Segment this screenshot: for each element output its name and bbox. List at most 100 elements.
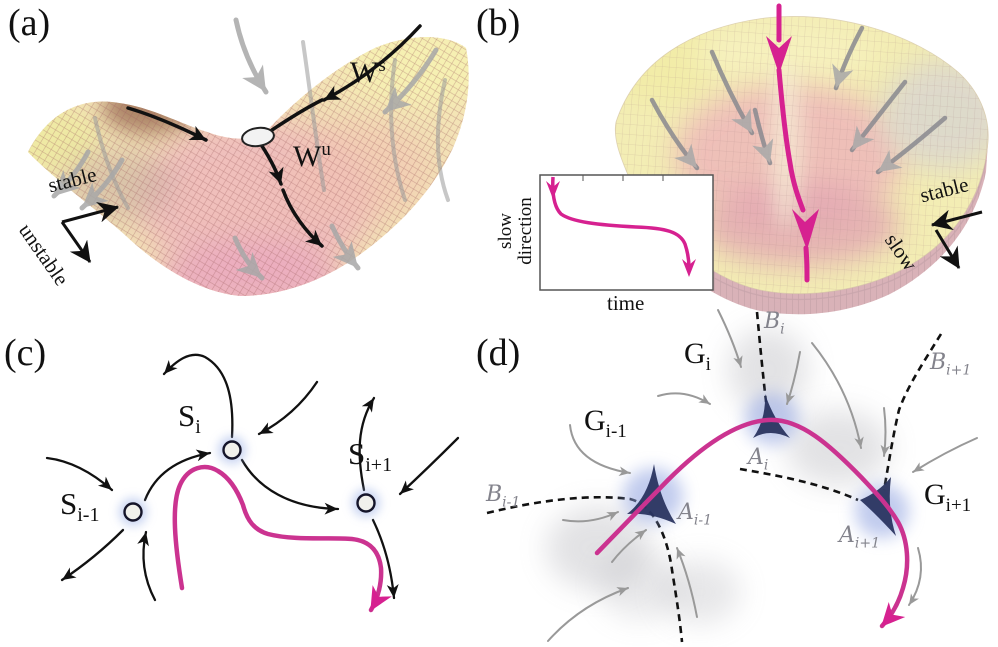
- flow-arrow: [569, 424, 631, 477]
- b-set-label-prev: Bi-1: [486, 482, 521, 511]
- slow-axis-arrow: [934, 229, 961, 269]
- saddle-node-s-next: [356, 493, 376, 513]
- arrow-s-i-to-s-next: [240, 458, 340, 515]
- b-set-base: B: [486, 482, 503, 507]
- unstable-manifold-base: W: [293, 140, 322, 173]
- a-set-region-i: [753, 394, 790, 438]
- stable-manifold-curve-left: [126, 106, 208, 142]
- unstable-manifold-label: Wu: [293, 140, 331, 172]
- boundary-b-next: [882, 333, 943, 491]
- basin-shading: [546, 328, 890, 624]
- a-set-sub: i: [763, 457, 769, 474]
- panel-b-valley-surface: [539, 3, 989, 315]
- flow-arrow: [709, 49, 755, 136]
- boundary-lower: [739, 467, 859, 502]
- flow-arrow: [912, 437, 978, 473]
- axis-legend-a-arrows: [60, 202, 120, 263]
- saddle-base: S: [60, 486, 78, 521]
- flow-arrow: [611, 529, 647, 563]
- flow-arrow: [832, 25, 865, 91]
- inset-ylabel: slow direction: [495, 197, 536, 265]
- unstable-axis-arrow: [60, 221, 92, 263]
- ghost-sub: i+1: [945, 495, 972, 516]
- flow-arrow: [329, 223, 361, 271]
- panel-c-tag: (c): [4, 332, 47, 374]
- surface-a-flow-arrows: [51, 17, 439, 281]
- flow-arrow: [232, 235, 265, 281]
- flow-arrow: [811, 342, 864, 449]
- b-set-label-next: Bi+1: [930, 350, 972, 379]
- panel-a-tag: (a): [8, 2, 51, 44]
- flow-arrow: [880, 407, 891, 457]
- b-set-sub: i-1: [502, 494, 521, 511]
- inset-xlabel: time: [607, 291, 645, 315]
- inset-frame: [539, 174, 714, 291]
- a-set-base: A: [678, 500, 694, 525]
- arrow-into-s-next: [398, 436, 460, 496]
- flow-arrow: [51, 149, 91, 199]
- trajectory-arrowhead: [766, 36, 792, 74]
- unstable-manifold-sup: u: [321, 139, 331, 160]
- a-set-base: A: [839, 523, 855, 548]
- ghost-label-g-prev: Gi-1: [584, 404, 627, 442]
- ghost-base: G: [924, 478, 946, 511]
- saddle-label-s-i: Si: [178, 400, 201, 437]
- flow-arrow: [785, 351, 801, 405]
- basin-flow-arrows: [547, 309, 978, 642]
- a-set-sub: i+1: [854, 535, 881, 552]
- panel-b-tag: (b): [476, 2, 521, 44]
- panel-d-ghost-channel: [486, 309, 978, 643]
- ghost-trajectory-c: [172, 464, 392, 613]
- unstable-manifold-curve: [260, 144, 284, 186]
- a-set-sub: i-1: [693, 512, 713, 529]
- stable-manifold-base: W: [350, 56, 379, 89]
- arrow-into-s-i: [257, 380, 319, 436]
- panel-c-saddle-network: [45, 353, 460, 613]
- stable-manifold-sup: s: [378, 55, 386, 76]
- flow-arrow: [547, 587, 629, 642]
- flow-arrow: [562, 511, 619, 523]
- ghost-sub: i-1: [605, 421, 627, 442]
- flow-arrow: [752, 107, 774, 166]
- b-set-sub: i+1: [946, 362, 972, 379]
- stable-axis-arrow: [930, 209, 983, 231]
- saddle-label-s-prev: Si-1: [60, 488, 99, 525]
- flow-arrow: [649, 97, 700, 171]
- saddle-sub: i-1: [77, 504, 100, 527]
- a-set-region-next: [860, 477, 896, 536]
- a-set-label-i: Ai: [748, 445, 769, 474]
- ghost-trajectory-d: [594, 417, 910, 629]
- arrow-out-s-prev: [60, 528, 125, 582]
- boundary-b-prev: [486, 495, 684, 643]
- flow-arrow: [79, 157, 125, 211]
- flow-arrow: [849, 79, 908, 153]
- flow-arrow: [676, 547, 698, 618]
- saddle-node-s-i: [222, 440, 242, 460]
- manifold-curves: [126, 24, 422, 248]
- flow-arrow: [717, 309, 743, 368]
- flow-arrow: [908, 547, 922, 606]
- stable-manifold-curve: [270, 98, 324, 132]
- inset-plot: [539, 174, 714, 291]
- inset-ticks: [582, 175, 664, 181]
- arrow-out-s-next: [358, 396, 376, 492]
- ghost-base: G: [684, 337, 706, 370]
- inset-curve: [551, 176, 691, 269]
- arrow-s-prev-to-s-i: [143, 449, 212, 502]
- b-set-base: B: [764, 309, 781, 334]
- saddle-point-marker: [241, 126, 275, 148]
- ghost-label-g-i: Gi: [684, 337, 711, 375]
- b-set-label-i: Bi: [764, 309, 785, 338]
- inset-arrowhead: [546, 181, 560, 199]
- surface-a-flow-lines: [93, 40, 450, 210]
- flow-arrow: [382, 47, 439, 115]
- a-set-base: A: [748, 445, 764, 470]
- arrow-into-s-prev: [45, 456, 114, 492]
- ghost-base: G: [584, 404, 606, 437]
- basin-boundaries-dashed: [486, 311, 943, 643]
- b-set-base: B: [930, 350, 947, 375]
- b-set-sub: i: [780, 321, 785, 338]
- saddle-base: S: [178, 398, 196, 433]
